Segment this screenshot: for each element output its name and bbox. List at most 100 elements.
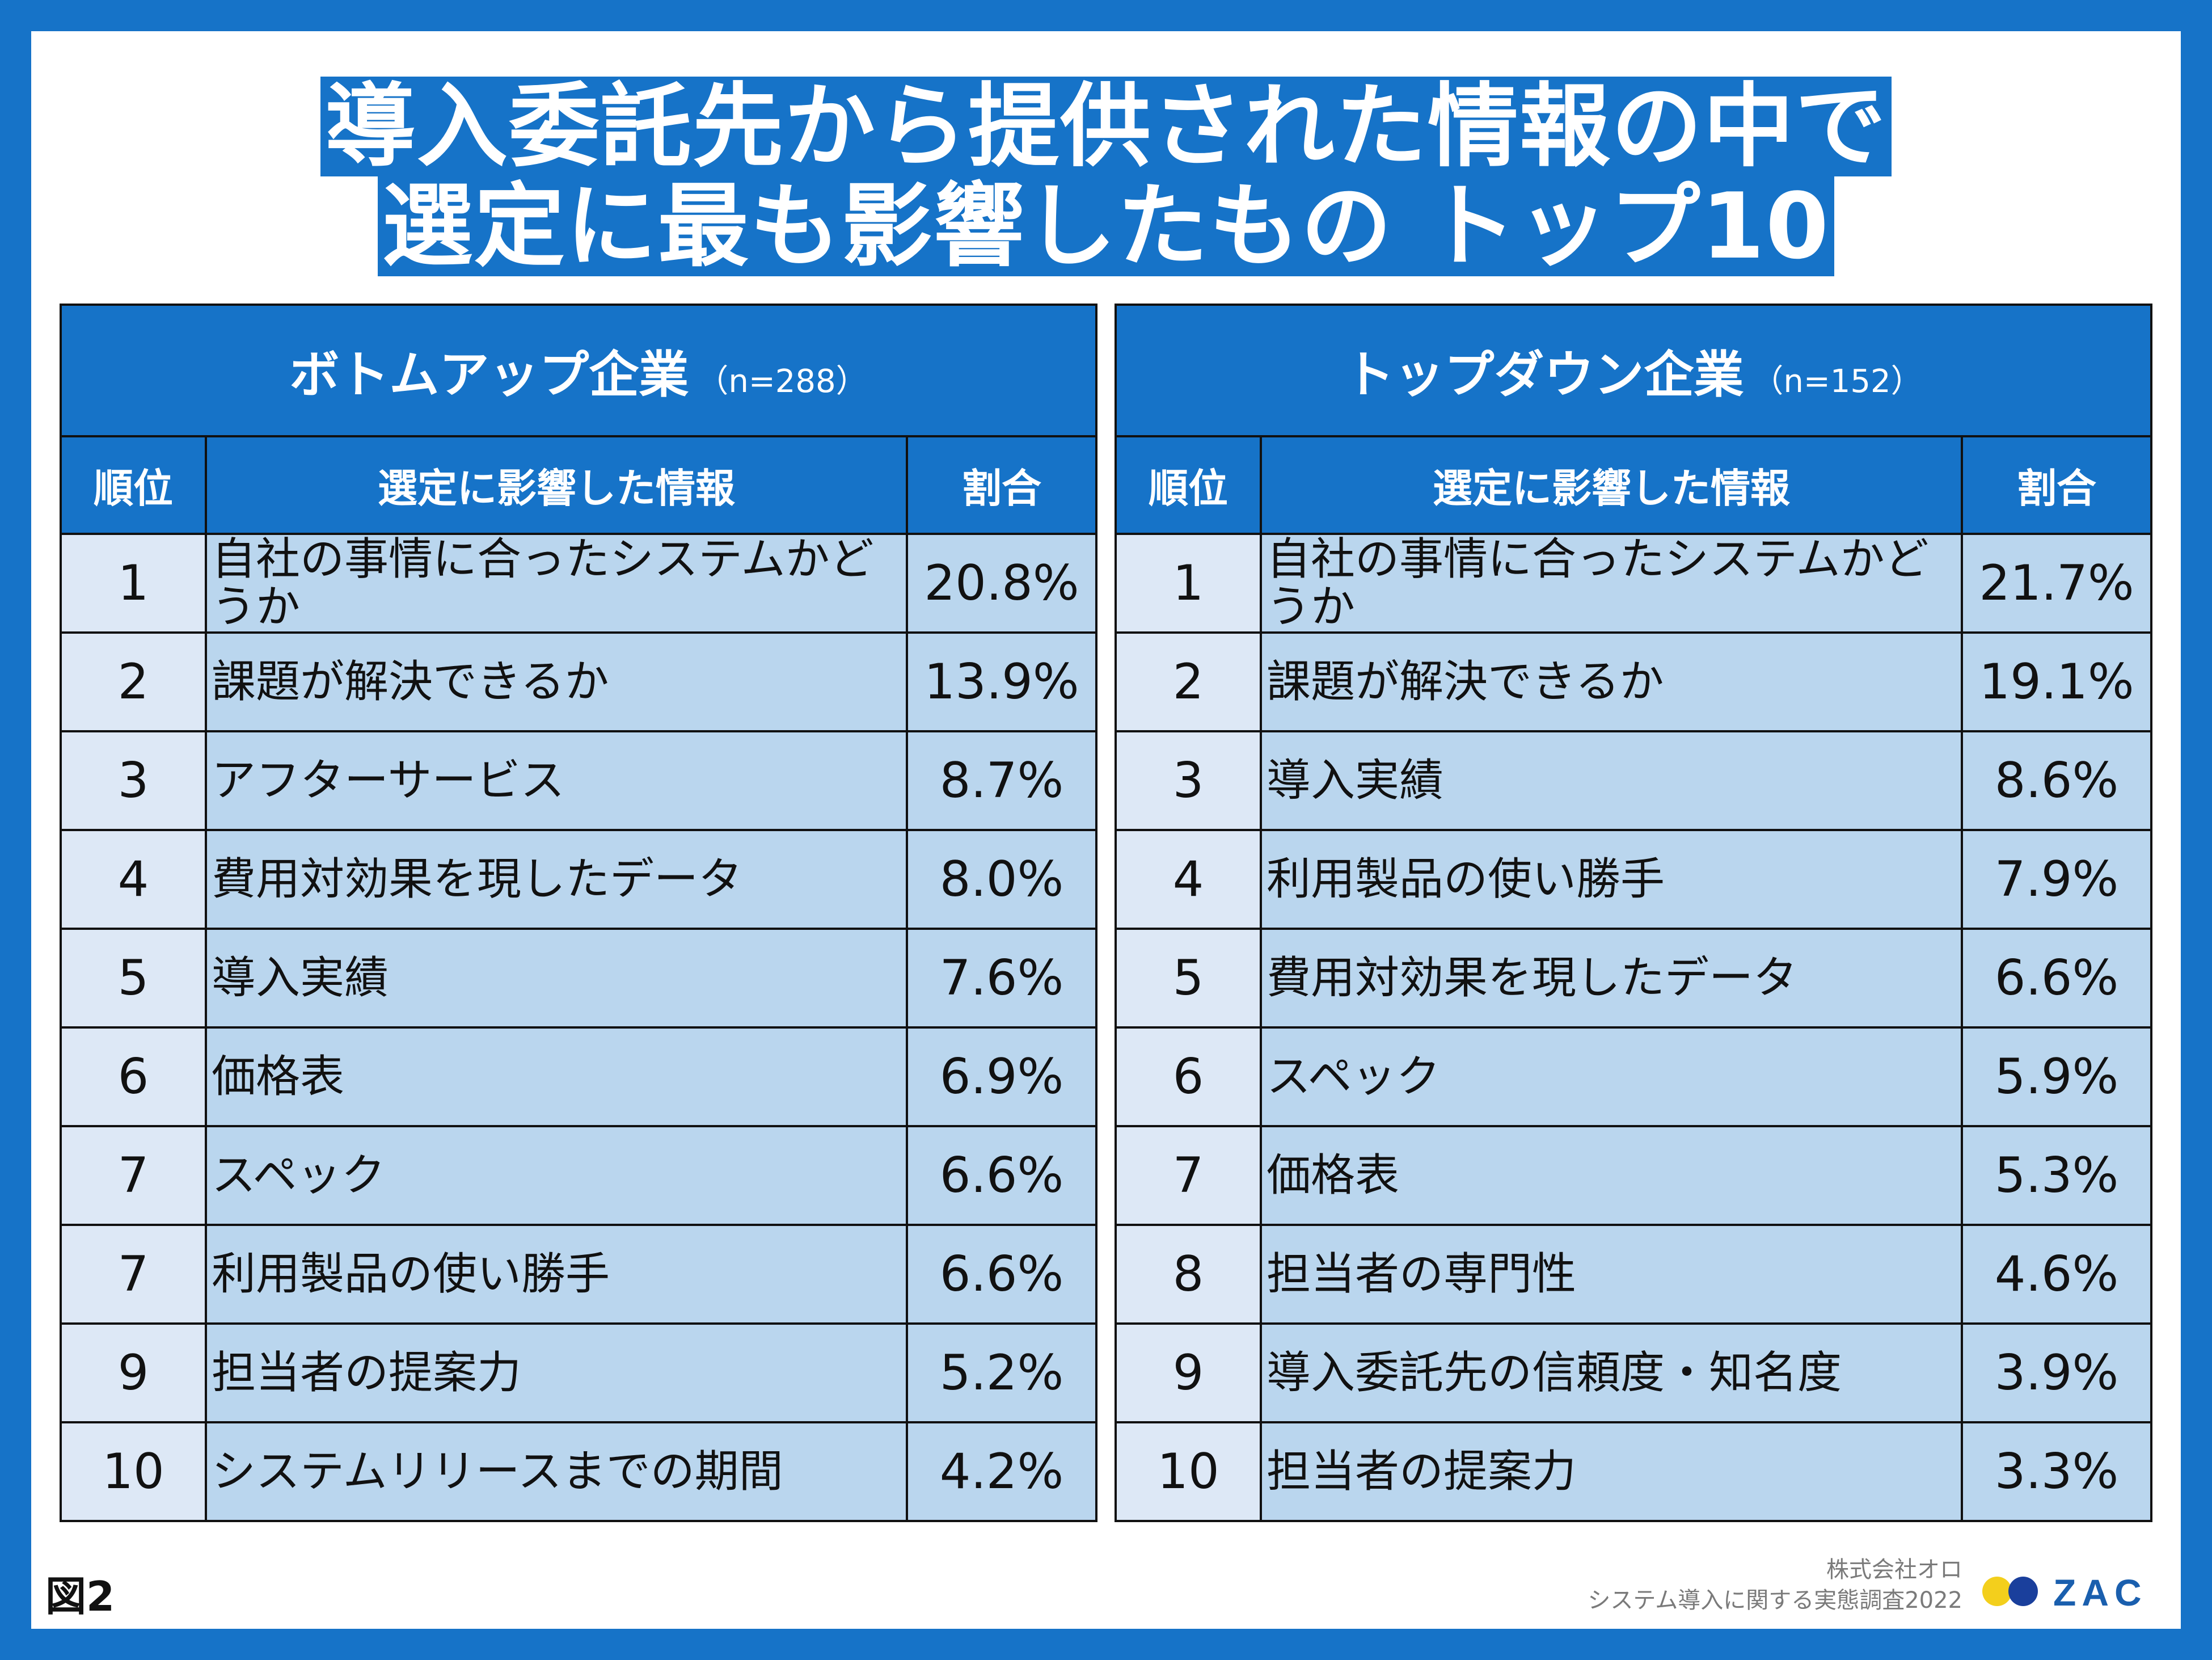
rank-cell: 10 [60, 1421, 207, 1522]
column-header-rank: 順位 [1115, 435, 1262, 535]
table-row: 7 スペック 6.6% [60, 1125, 1097, 1226]
logo-text: ZAC [2053, 1571, 2147, 1613]
column-header-ratio: 割合 [906, 435, 1097, 535]
table-top-down: トップダウン企業 （n=152） 順位 選定に影響した情報 割合 1 自社の事情に合… [1115, 304, 2152, 1522]
table-row: 5 導入実績 7.6% [60, 928, 1097, 1029]
table-row: 7 利用製品の使い勝手 6.6% [60, 1224, 1097, 1325]
column-header-rank: 順位 [60, 435, 207, 535]
rank-cell: 7 [60, 1125, 207, 1226]
ratio-cell: 13.9% [906, 631, 1097, 732]
table-row: 4 費用対効果を現したデータ 8.0% [60, 829, 1097, 930]
rank-cell: 6 [60, 1026, 207, 1127]
table-group-header: ボトムアップ企業 （n=288） [60, 304, 1097, 437]
table-body: 1 自社の事情に合ったシステムかどうか 20.8% 2 課題が解決できるか 13.9% 3 ア… [60, 533, 1097, 1522]
info-cell: 費用対効果を現したデータ [205, 829, 908, 930]
info-cell: 価格表 [1260, 1125, 1963, 1226]
info-cell: スペック [205, 1125, 908, 1226]
table-row: 3 導入実績 8.6% [1115, 730, 2152, 831]
ratio-cell: 5.9% [1961, 1026, 2152, 1127]
info-cell: 利用製品の使い勝手 [1260, 829, 1963, 930]
ratio-cell: 3.9% [1961, 1322, 2152, 1423]
figure-label: 図2 [45, 1573, 115, 1620]
table-row: 7 価格表 5.3% [1115, 1125, 2152, 1226]
table-row: 2 課題が解決できるか 19.1% [1115, 631, 2152, 732]
info-cell: 自社の事情に合ったシステムかどうか [1260, 533, 1963, 634]
source-credit: 株式会社オロ システム導入に関する実態調査2022 [1588, 1554, 1962, 1616]
rank-cell: 10 [1115, 1421, 1262, 1522]
ratio-cell: 19.1% [1961, 631, 2152, 732]
table-row: 5 費用対効果を現したデータ 6.6% [1115, 928, 2152, 1029]
table-row: 1 自社の事情に合ったシステムかどうか 20.8% [60, 533, 1097, 634]
ratio-cell: 8.0% [906, 829, 1097, 930]
table-group-header: トップダウン企業 （n=152） [1115, 304, 2152, 437]
title-line-2: 選定に最も影響したもの トップ10 [377, 176, 1835, 276]
group-name: ボトムアップ企業 [289, 345, 689, 404]
info-cell: 導入実績 [1260, 730, 1963, 831]
ratio-cell: 6.9% [906, 1026, 1097, 1127]
rank-cell: 7 [1115, 1125, 1262, 1226]
ratio-cell: 3.3% [1961, 1421, 2152, 1522]
rank-cell: 6 [1115, 1026, 1262, 1127]
rank-cell: 1 [60, 533, 207, 634]
table-row: 9 担当者の提案力 5.2% [60, 1322, 1097, 1423]
ratio-cell: 7.6% [906, 928, 1097, 1029]
rank-cell: 5 [1115, 928, 1262, 1029]
column-header-info: 選定に影響した情報 [205, 435, 908, 535]
ratio-cell: 6.6% [906, 1224, 1097, 1325]
column-header-info: 選定に影響した情報 [1260, 435, 1963, 535]
logo-yellow-dot [1982, 1577, 2012, 1606]
rank-cell: 5 [60, 928, 207, 1029]
info-cell: 担当者の提案力 [1260, 1421, 1963, 1522]
ratio-cell: 5.2% [906, 1322, 1097, 1423]
ratio-cell: 4.2% [906, 1421, 1097, 1522]
rank-cell: 2 [1115, 631, 1262, 732]
rank-cell: 9 [1115, 1322, 1262, 1423]
rank-cell: 3 [1115, 730, 1262, 831]
ratio-cell: 4.6% [1961, 1224, 2152, 1325]
info-cell: 担当者の提案力 [205, 1322, 908, 1423]
ratio-cell: 6.6% [1961, 928, 2152, 1029]
ratio-cell: 5.3% [1961, 1125, 2152, 1226]
ratio-cell: 6.6% [906, 1125, 1097, 1226]
sample-size: （n=152） [1751, 363, 1923, 400]
column-header-ratio: 割合 [1961, 435, 2152, 535]
rank-cell: 3 [60, 730, 207, 831]
table-row: 9 導入委託先の信頼度・知名度 3.9% [1115, 1322, 2152, 1423]
info-cell: アフターサービス [205, 730, 908, 831]
sample-size: （n=288） [696, 363, 868, 400]
table-row: 6 スペック 5.9% [1115, 1026, 2152, 1127]
survey-name: システム導入に関する実態調査2022 [1588, 1587, 1962, 1613]
info-cell: 利用製品の使い勝手 [205, 1224, 908, 1325]
logo-navy-dot [2008, 1577, 2038, 1606]
info-cell: システムリリースまでの期間 [205, 1421, 908, 1522]
rank-cell: 4 [1115, 829, 1262, 930]
ratio-cell: 7.9% [1961, 829, 2152, 930]
info-cell: 価格表 [205, 1026, 908, 1127]
info-cell: 費用対効果を現したデータ [1260, 928, 1963, 1029]
table-bottom-up: ボトムアップ企業 （n=288） 順位 選定に影響した情報 割合 1 自社の事情に合… [60, 304, 1097, 1522]
info-cell: 導入委託先の信頼度・知名度 [1260, 1322, 1963, 1423]
table-row: 1 自社の事情に合ったシステムかどうか 21.7% [1115, 533, 2152, 634]
table-body: 1 自社の事情に合ったシステムかどうか 21.7% 2 課題が解決できるか 19.1% 3 導… [1115, 533, 2152, 1522]
table-row: 3 アフターサービス 8.7% [60, 730, 1097, 831]
rank-cell: 1 [1115, 533, 1262, 634]
ratio-cell: 20.8% [906, 533, 1097, 634]
info-cell: 導入実績 [205, 928, 908, 1029]
rank-cell: 8 [1115, 1224, 1262, 1325]
rank-cell: 4 [60, 829, 207, 930]
group-name: トップダウン企業 [1344, 345, 1744, 404]
page-title: 導入委託先から提供された情報の中で 選定に最も影響したもの トップ10 [0, 77, 2212, 276]
ratio-cell: 8.7% [906, 730, 1097, 831]
info-cell: スペック [1260, 1026, 1963, 1127]
ratio-cell: 21.7% [1961, 533, 2152, 634]
info-cell: 担当者の専門性 [1260, 1224, 1963, 1325]
title-line-1: 導入委託先から提供された情報の中で [320, 77, 1892, 176]
table-row: 10 担当者の提案力 3.3% [1115, 1421, 2152, 1522]
info-cell: 課題が解決できるか [1260, 631, 1963, 732]
table-row: 10 システムリリースまでの期間 4.2% [60, 1421, 1097, 1522]
rank-cell: 9 [60, 1322, 207, 1423]
table-row: 4 利用製品の使い勝手 7.9% [1115, 829, 2152, 930]
ratio-cell: 8.6% [1961, 730, 2152, 831]
company-name: 株式会社オロ [1826, 1557, 1962, 1583]
rank-cell: 2 [60, 631, 207, 732]
